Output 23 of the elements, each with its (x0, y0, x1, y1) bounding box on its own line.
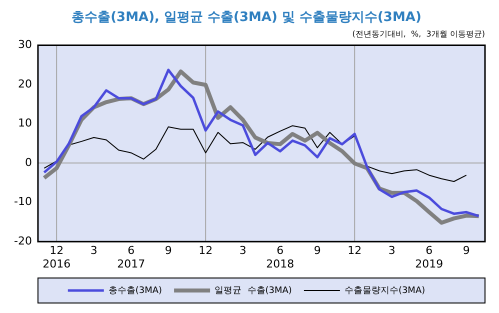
y-tick-label: 10 (18, 116, 32, 130)
x-tick-label: 6 2019 (415, 244, 444, 270)
legend-label: 총수출(3MA) (108, 286, 162, 296)
y-tick-label: -10 (14, 195, 32, 208)
x-tick-label: 3 (388, 244, 396, 258)
x-tick-label: 9 (314, 244, 321, 258)
x-tick-label: 6 2017 (117, 244, 146, 270)
y-tick-label: -20 (14, 234, 32, 248)
y-tick-label: 30 (18, 38, 32, 52)
x-tick-label: 9 (462, 244, 470, 258)
chart-title: 총수출(3MA), 일평균 수출(3MA) 및 수출물량지수(3MA) (72, 10, 422, 26)
y-tick-label: 0 (24, 156, 32, 169)
legend-label: 일평균 수출(3MA) (214, 286, 292, 296)
y-tick-label: 20 (18, 77, 32, 90)
x-tick-label: 3 (239, 244, 246, 258)
x-tick-label: 12 (348, 244, 362, 258)
x-tick-label: 9 (164, 244, 172, 258)
x-tick-label: 12 2016 (42, 244, 71, 270)
x-tick-label: 12 (198, 244, 213, 258)
chart-subtitle: (전년동기대비, %, 3개월 이동평균) (352, 29, 485, 38)
x-tick-label: 3 (90, 244, 98, 258)
legend-label: 수출물량지수(3MA) (344, 286, 426, 296)
x-tick-label: 6 2018 (266, 244, 294, 270)
